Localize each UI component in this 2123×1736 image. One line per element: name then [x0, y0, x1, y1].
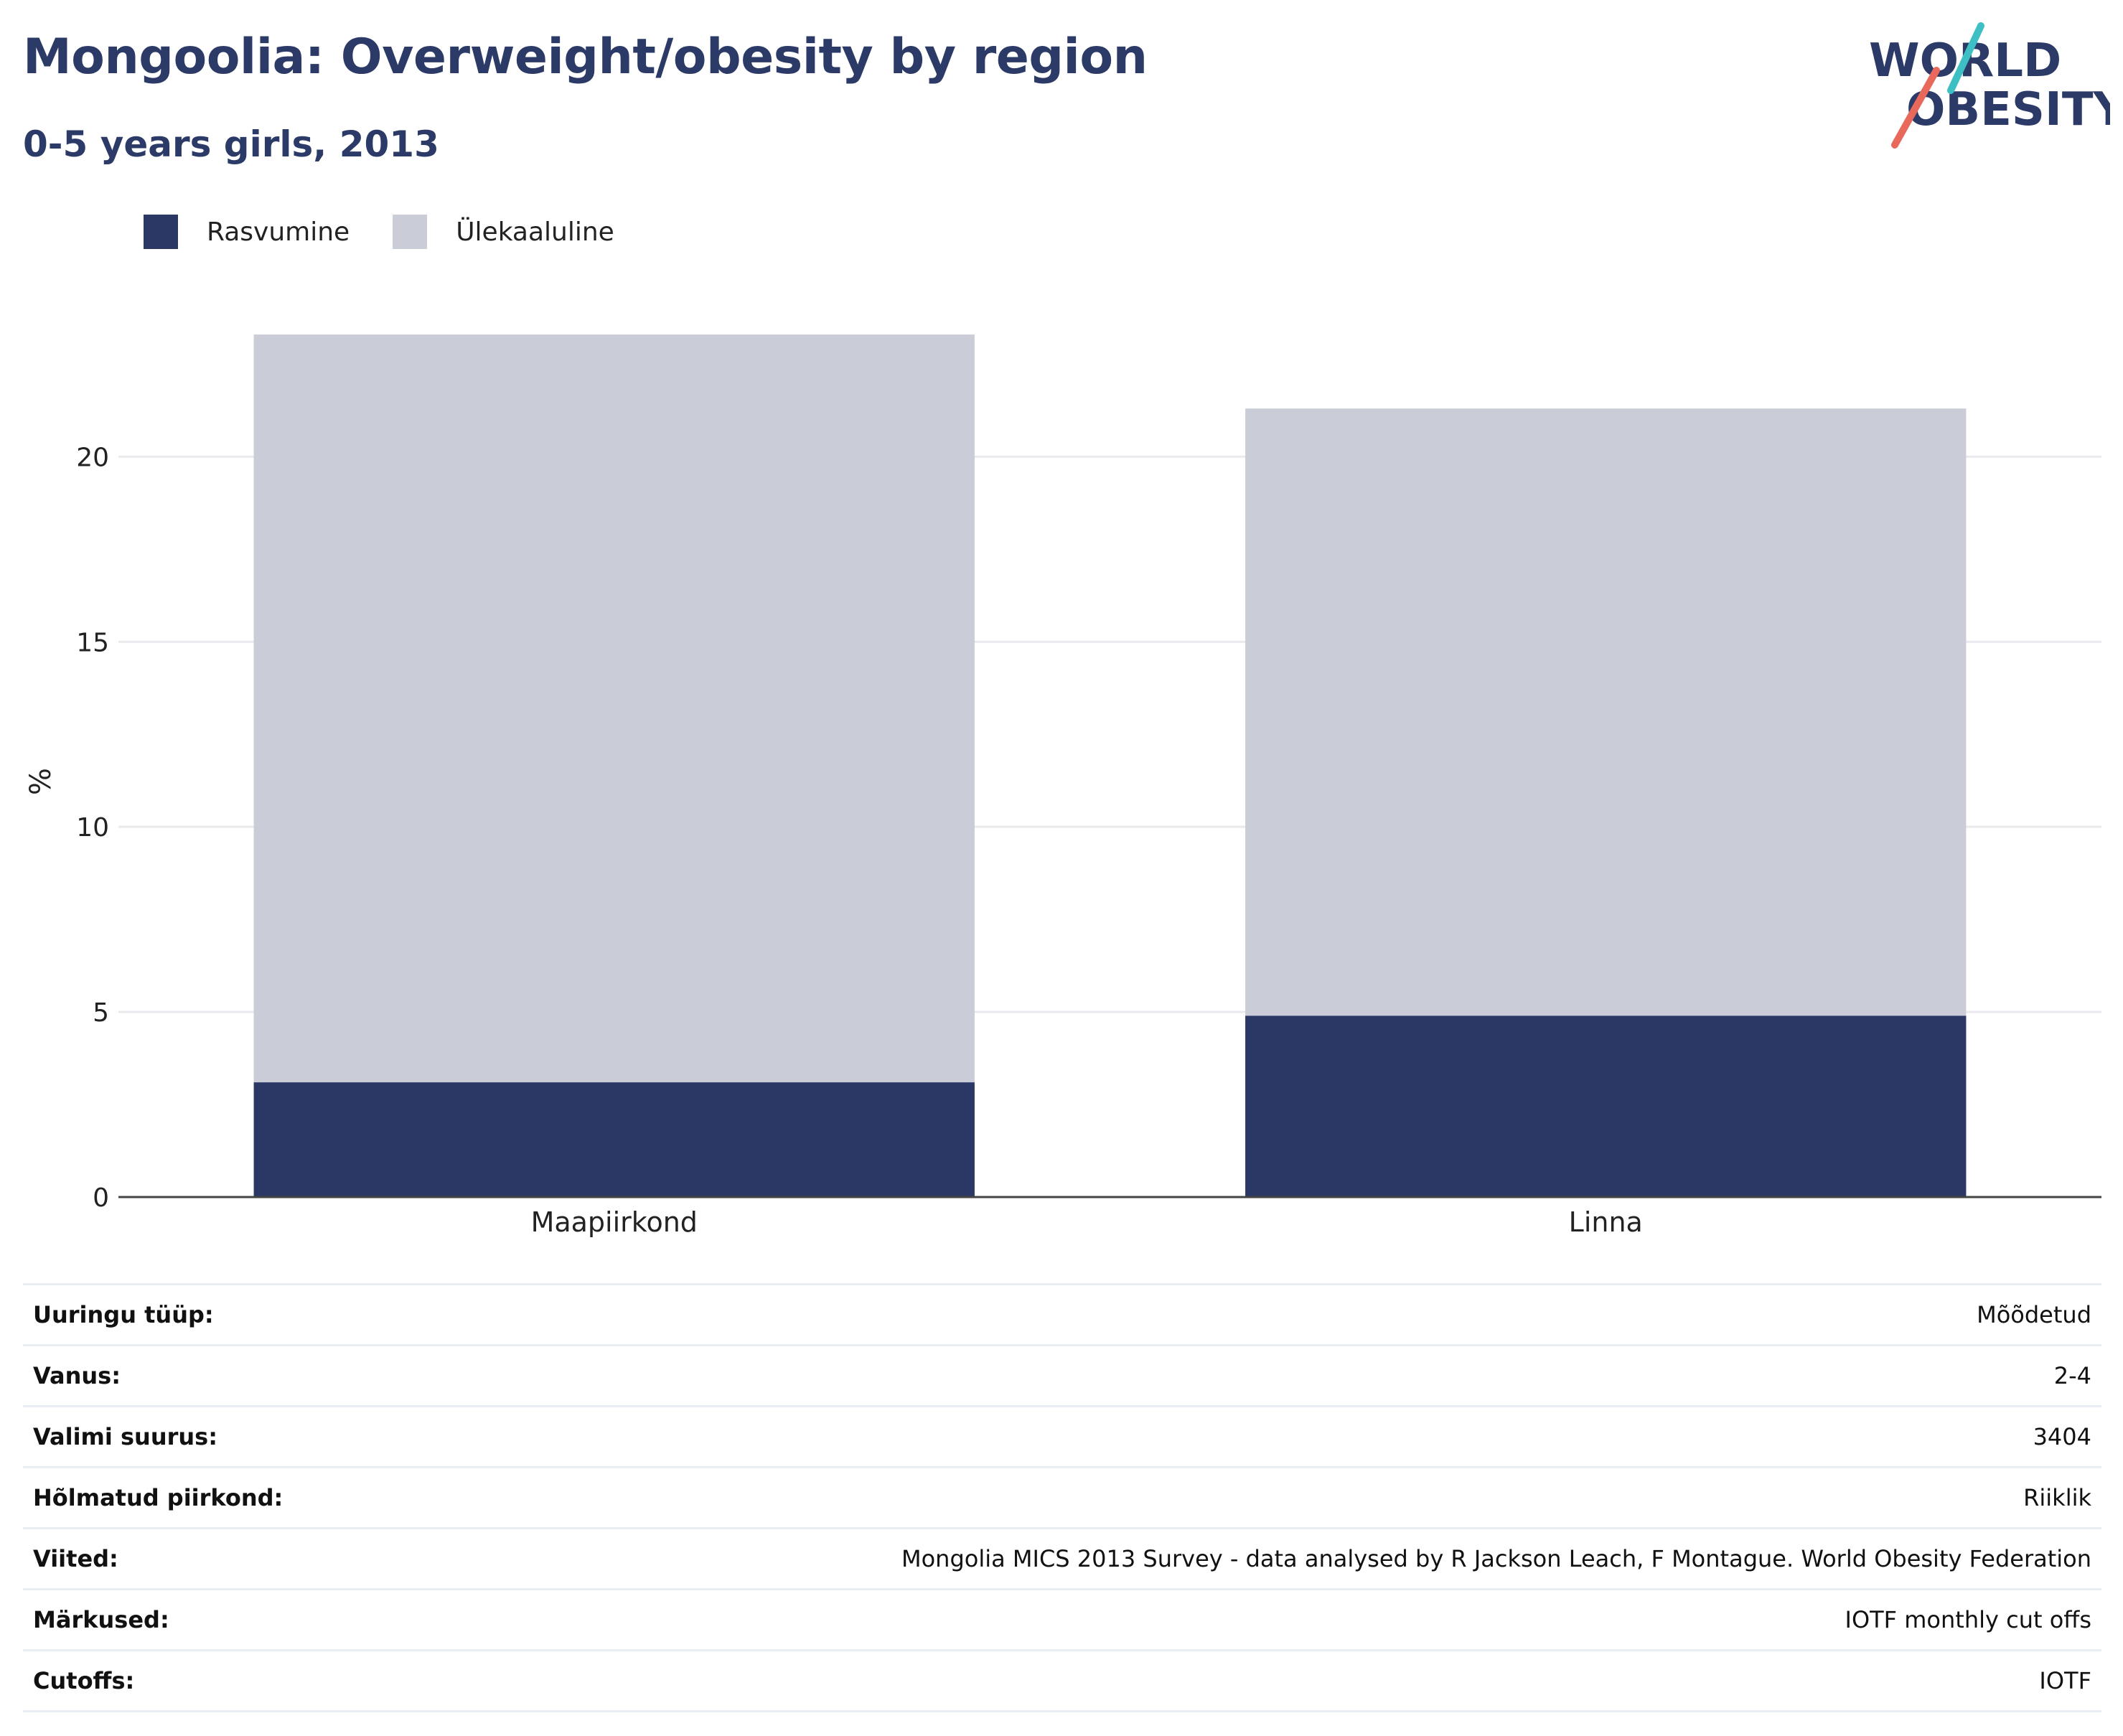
metadata-row: Cutoffs: IOTF — [23, 1649, 2101, 1712]
metadata-value: Riiklik — [402, 1466, 2101, 1529]
metadata-value: IOTF — [402, 1649, 2101, 1712]
y-axis-label: % — [24, 768, 57, 795]
metadata-value: 3404 — [402, 1405, 2101, 1468]
legend-label-ulekaaluline: Ülekaaluline — [456, 217, 614, 247]
x-tick-label: Linna — [1569, 1206, 1643, 1238]
bar-rasvumine-1 — [1245, 1015, 1967, 1197]
metadata-row: Uuringu tüüp: Mõõdetud — [23, 1283, 2101, 1346]
logo-slash-coral — [1891, 67, 1940, 149]
metadata-value: 2-4 — [402, 1344, 2101, 1407]
stacked-bar-chart: 0 5 10 15 20% Maapiirkond Linna — [24, 334, 2101, 1238]
metadata-key: Valimi suurus: — [23, 1405, 403, 1468]
metadata-key: Hõlmatud piirkond: — [23, 1466, 403, 1529]
logo-slash-teal — [1947, 22, 1984, 94]
metadata-key: Vanus: — [23, 1344, 403, 1407]
y-tick-label: 15 — [76, 628, 109, 657]
metadata-value: Mongolia MICS 2013 Survey - data analyse… — [402, 1527, 2101, 1590]
y-tick-label: 10 — [76, 813, 109, 843]
metadata-value: Mõõdetud — [402, 1283, 2101, 1346]
x-tick-label: Maapiirkond — [531, 1206, 698, 1238]
legend-item-rasvumine: Rasvumine — [144, 215, 350, 249]
y-tick-label: 20 — [76, 443, 109, 472]
logo-text-obesity: OBESITY — [1906, 83, 2110, 136]
metadata-key: Märkused: — [23, 1588, 403, 1651]
legend-swatch-rasvumine — [144, 215, 178, 249]
bar-rasvumine-0 — [253, 1082, 975, 1197]
metadata-row: Hõlmatud piirkond: Riiklik — [23, 1466, 2101, 1529]
y-tick-label: 0 — [93, 1183, 109, 1213]
metadata-key: Viited: — [23, 1527, 403, 1590]
metadata-table: Uuringu tüüp: Mõõdetud Vanus: 2-4 Valimi suu… — [23, 1283, 2101, 1712]
legend-item-ulekaaluline: Ülekaaluline — [393, 215, 614, 249]
legend: Rasvumine Ülekaaluline — [144, 214, 657, 250]
metadata-key: Uuringu tüüp: — [23, 1283, 403, 1346]
metadata-row: Märkused: IOTF monthly cut offs — [23, 1588, 2101, 1651]
chart-subtitle: 0-5 years girls, 2013 — [23, 123, 439, 165]
y-tick-label: 5 — [93, 998, 109, 1028]
metadata-row: Vanus: 2-4 — [23, 1344, 2101, 1407]
bar-ulekaaluline-1 — [1245, 408, 1967, 1016]
metadata-key: Cutoffs: — [23, 1649, 403, 1712]
chart-title: Mongoolia: Overweight/obesity by region — [23, 29, 1148, 85]
bar-ulekaaluline-0 — [253, 334, 975, 1083]
metadata-row: Valimi suurus: 3404 — [23, 1405, 2101, 1468]
metadata-row: Viited: Mongolia MICS 2013 Survey - data … — [23, 1527, 2101, 1590]
metadata-value: IOTF monthly cut offs — [402, 1588, 2101, 1651]
legend-label-rasvumine: Rasvumine — [207, 217, 350, 247]
world-obesity-logo: WORLD OBESITY — [1869, 22, 2110, 149]
legend-swatch-ulekaaluline — [393, 215, 428, 249]
